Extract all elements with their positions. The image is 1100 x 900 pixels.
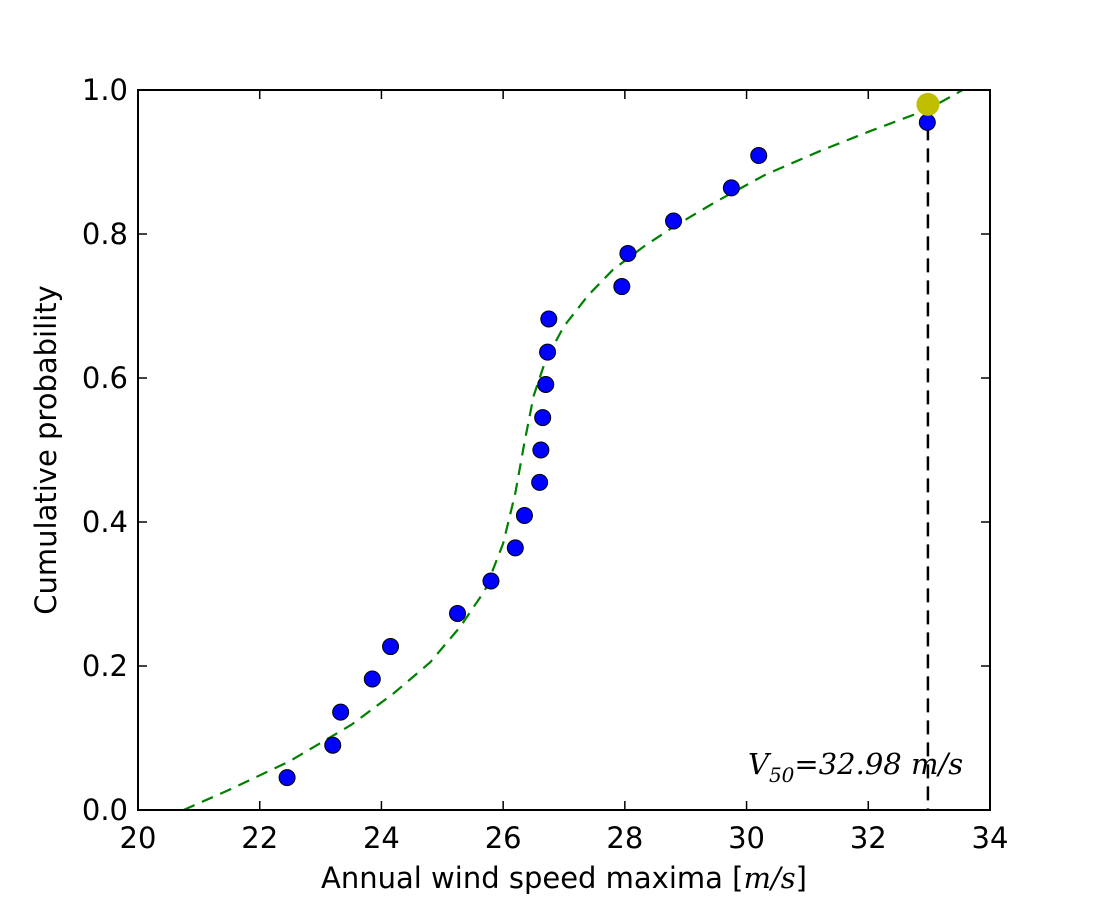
- data-point-3: [332, 703, 350, 721]
- data-point-2: [324, 736, 342, 754]
- data-point-18: [665, 212, 683, 230]
- y-tick-label: 0.2: [82, 649, 128, 683]
- data-point-6: [449, 604, 466, 622]
- data-point-7: [482, 572, 500, 590]
- x-tick-label: 28: [606, 821, 643, 855]
- data-point-19: [722, 179, 740, 197]
- v50-highlight-point: [916, 92, 940, 116]
- data-point-12: [534, 409, 552, 427]
- x-tick-label: 34: [972, 821, 1009, 855]
- v50-annotation: V50=32.98 m/s: [748, 747, 963, 787]
- data-point-11: [532, 441, 550, 459]
- y-tick-label: 0.8: [82, 217, 128, 251]
- data-point-8: [506, 539, 524, 557]
- data-point-20: [750, 147, 768, 165]
- x-tick-label: 26: [485, 821, 522, 855]
- y-axis-label: Cumulative probability: [29, 285, 63, 614]
- data-point-17: [619, 244, 637, 262]
- y-tick-label: 0.0: [82, 793, 128, 827]
- data-point-14: [539, 343, 557, 361]
- data-point-4: [363, 670, 381, 688]
- plot-area: [183, 89, 964, 810]
- x-axis-label: Annual wind speed maxima [m/s]: [321, 861, 807, 895]
- x-tick-label: 32: [850, 821, 887, 855]
- y-tick-label: 0.4: [82, 505, 128, 539]
- axes-frame: [137, 89, 991, 811]
- data-point-13: [537, 375, 555, 393]
- x-tick-label: 30: [728, 821, 765, 855]
- data-point-1: [278, 769, 296, 787]
- data-point-16: [613, 278, 631, 296]
- data-point-10: [531, 473, 549, 491]
- data-point-15: [540, 310, 558, 328]
- data-point-21: [918, 113, 936, 131]
- x-tick-label: 22: [241, 821, 278, 855]
- y-tick-label: 0.6: [82, 361, 128, 395]
- data-point-9: [515, 507, 533, 525]
- x-tick-label: 24: [363, 821, 400, 855]
- ticks: 20 22 24 26 28 30 32 34 0.0 0.2 0.4 0.6 0.8 1.0: [82, 73, 1009, 855]
- fitted-cdf-curve: [183, 89, 964, 810]
- data-point-5: [382, 638, 400, 656]
- y-tick-label: 1.0: [82, 73, 128, 107]
- x-tick-label: 20: [120, 821, 157, 855]
